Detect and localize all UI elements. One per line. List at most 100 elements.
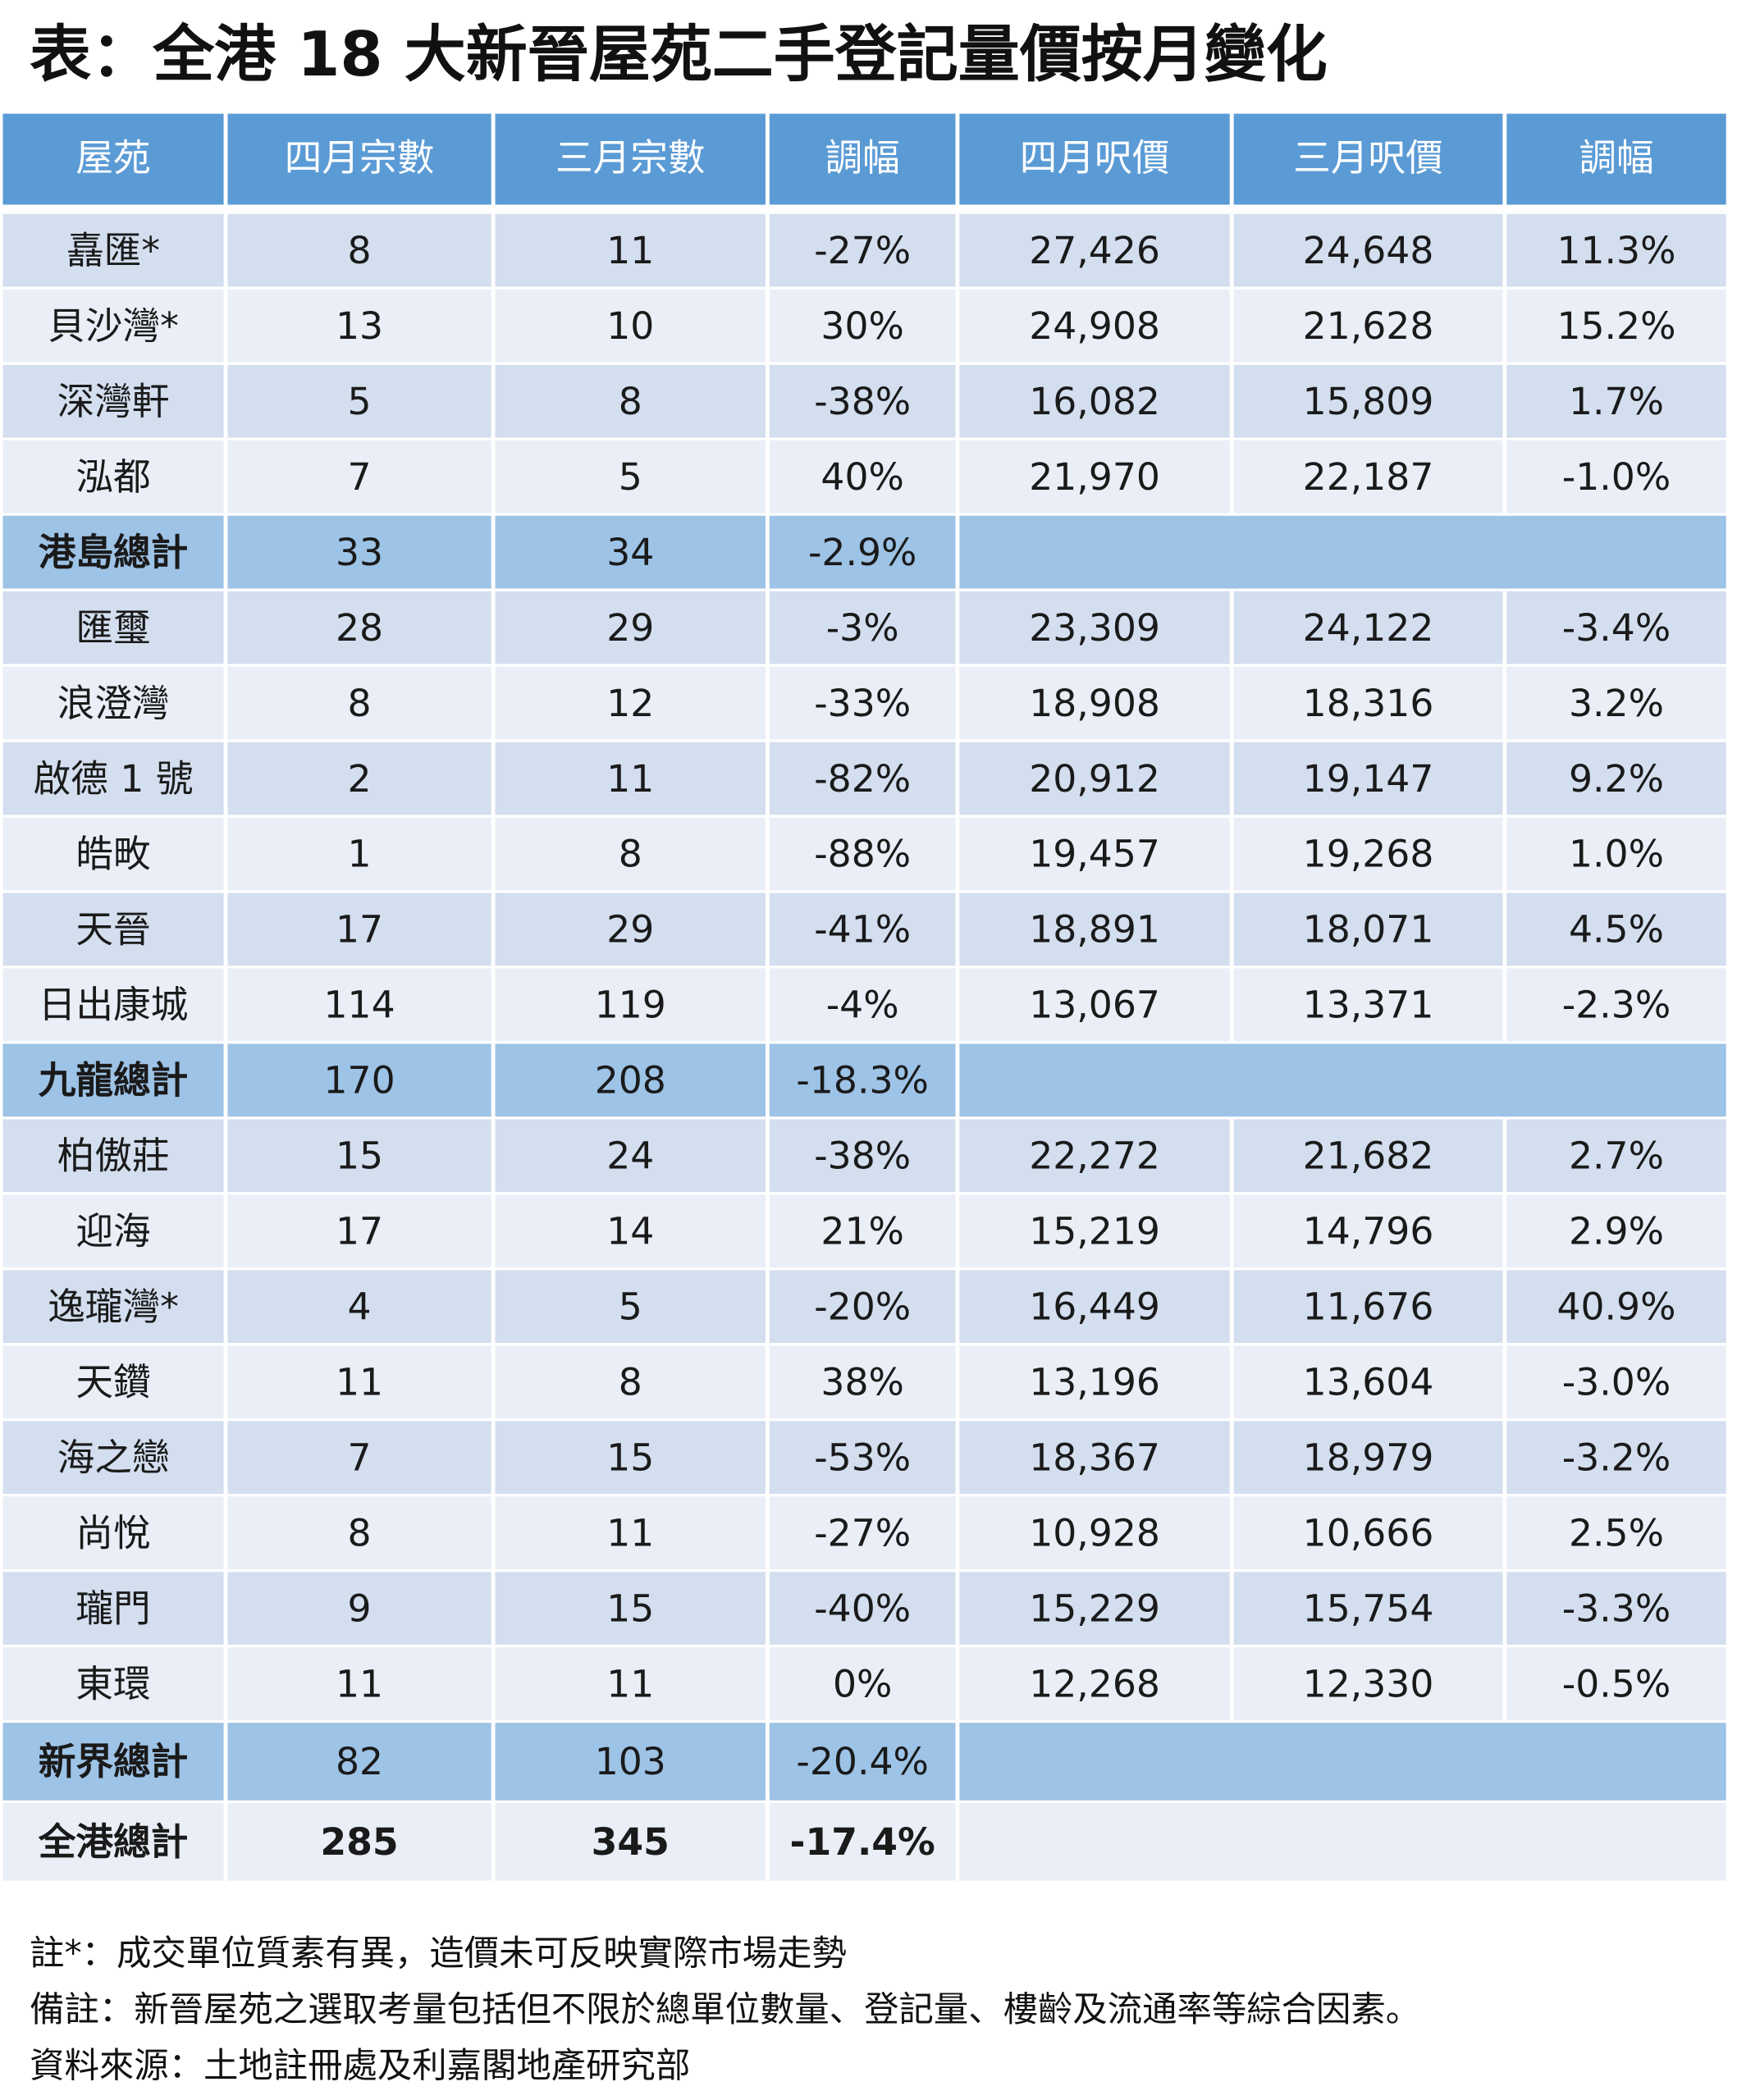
cell xyxy=(227,1043,491,1117)
cell-text: -3.2% xyxy=(1562,1436,1671,1479)
cell xyxy=(495,1421,766,1495)
cell-text: 11,676 xyxy=(1303,1285,1434,1329)
cell xyxy=(227,1270,491,1344)
cell xyxy=(2,1803,224,1881)
cell xyxy=(227,440,491,514)
cell xyxy=(1506,1270,1726,1344)
cell xyxy=(769,1270,956,1344)
cell xyxy=(227,364,491,438)
cell-text: 40% xyxy=(821,455,903,499)
cell xyxy=(1233,1421,1503,1495)
cell xyxy=(1233,591,1503,664)
cell xyxy=(959,666,1230,740)
cell xyxy=(495,213,766,287)
note: 資料來源：土地註冊處及利嘉閣地產研究部 xyxy=(30,2045,690,2085)
cell xyxy=(769,1421,956,1495)
cell-text: 港島總計 xyxy=(39,531,189,574)
cell-text: 2.7% xyxy=(1569,1134,1664,1178)
cell-text: -33% xyxy=(814,682,911,725)
cell-text: -18.3% xyxy=(796,1059,928,1102)
note: 備註：新晉屋苑之選取考量包括但不限於總單位數量、登記量、樓齡及流通率等綜合因素。 xyxy=(30,1989,1420,2029)
cell-text: 瓏門 xyxy=(75,1586,150,1630)
merged-cell xyxy=(959,1723,1726,1801)
cell xyxy=(227,213,491,287)
header-cell xyxy=(959,113,1230,205)
cell-text: 15.2% xyxy=(1556,304,1675,348)
cell-text: 7 xyxy=(348,1436,372,1479)
cell xyxy=(1506,1496,1726,1569)
cell-text: 3.2% xyxy=(1569,682,1664,725)
cell-text: 11 xyxy=(606,1511,654,1554)
cell xyxy=(2,817,224,891)
cell xyxy=(2,1647,224,1720)
cell xyxy=(227,289,491,363)
cell xyxy=(495,1270,766,1344)
cell-text: 18,891 xyxy=(1029,908,1160,952)
cell xyxy=(959,440,1230,514)
cell-text: -20% xyxy=(814,1285,911,1329)
cell-text: 38% xyxy=(821,1360,903,1404)
cell xyxy=(769,1043,956,1117)
cell-text: -82% xyxy=(814,757,911,801)
header-text: 三月宗數 xyxy=(555,136,706,180)
cell-text: 7 xyxy=(348,455,372,499)
cell-text: 柏傲莊 xyxy=(57,1134,170,1178)
cell xyxy=(1506,742,1726,815)
cell-text: -3.0% xyxy=(1562,1360,1671,1404)
cell-text: 皓畋 xyxy=(75,833,150,876)
cell xyxy=(1506,364,1726,438)
cell xyxy=(227,666,491,740)
cell xyxy=(495,289,766,363)
cell xyxy=(1233,1496,1503,1569)
cell xyxy=(227,1723,491,1801)
cell-text: 12 xyxy=(606,682,654,725)
cell-text: 24,908 xyxy=(1029,304,1160,348)
cell xyxy=(495,1119,766,1193)
cell-text: 13,371 xyxy=(1303,984,1434,1027)
cell-text: 5 xyxy=(619,1285,642,1329)
header-cell xyxy=(227,113,491,205)
cell xyxy=(1233,213,1503,287)
cell-text: 17 xyxy=(336,908,383,952)
cell-text: 8 xyxy=(619,833,642,876)
cell-text: 27,426 xyxy=(1029,229,1160,272)
cell-text: 13 xyxy=(336,304,383,348)
cell xyxy=(1506,968,1726,1042)
cell-text: 15 xyxy=(336,1134,383,1178)
cell-text: 19,147 xyxy=(1303,757,1434,801)
cell xyxy=(769,364,956,438)
cell-text: 13,604 xyxy=(1303,1360,1434,1404)
cell xyxy=(1506,591,1726,664)
cell-text: 22,272 xyxy=(1029,1134,1160,1178)
cell xyxy=(769,1119,956,1193)
cell xyxy=(227,1803,491,1881)
cell-text: 5 xyxy=(348,380,372,423)
cell xyxy=(769,591,956,664)
cell xyxy=(959,968,1230,1042)
cell xyxy=(227,1119,491,1193)
cell xyxy=(2,591,224,664)
cell-text: 10,928 xyxy=(1029,1511,1160,1554)
cell-text: 21,682 xyxy=(1303,1134,1434,1178)
cell xyxy=(2,1723,224,1801)
cell-text: 4 xyxy=(348,1285,372,1329)
cell-text: 8 xyxy=(348,229,372,272)
cell-text: 13,196 xyxy=(1029,1360,1160,1404)
cell xyxy=(959,591,1230,664)
cell-text: 匯璽 xyxy=(75,606,150,650)
cell xyxy=(769,1345,956,1419)
cell-text: 14 xyxy=(606,1210,654,1253)
cell xyxy=(495,666,766,740)
cell xyxy=(495,968,766,1042)
cell-text: 1.7% xyxy=(1569,380,1664,423)
cell xyxy=(227,1647,491,1720)
cell xyxy=(227,1194,491,1268)
cell-text: -27% xyxy=(814,229,911,272)
cell xyxy=(1233,742,1503,815)
cell-text: 12,330 xyxy=(1303,1662,1434,1705)
cell-text: -2.9% xyxy=(808,531,916,574)
header-text: 四月宗數 xyxy=(285,136,435,180)
cell-text: 119 xyxy=(595,984,666,1027)
